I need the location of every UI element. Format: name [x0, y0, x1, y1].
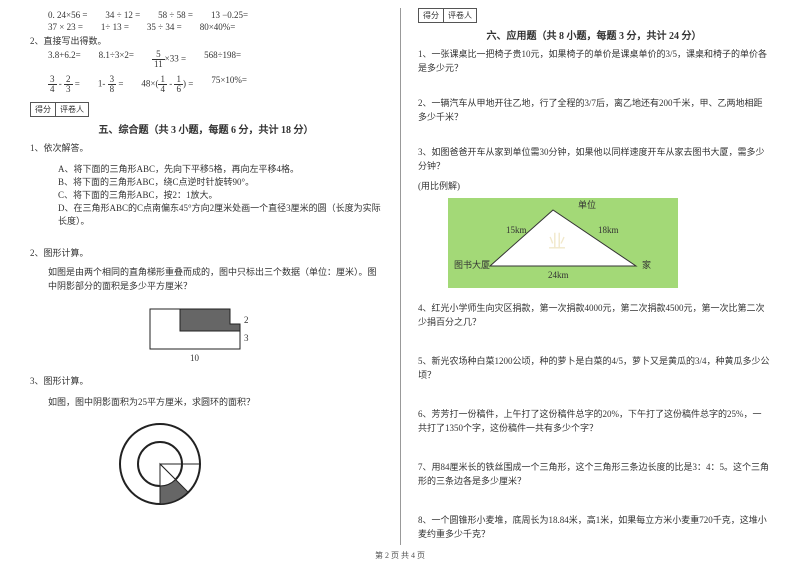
section-6-title: 六、应用题（共 8 小题，每题 3 分，共计 24 分） — [418, 27, 770, 42]
expr: 0. 24×56 = — [48, 10, 87, 20]
expr: 8.1÷3×2= — [99, 50, 134, 69]
q5-1: 1、依次解答。 — [30, 142, 382, 156]
arith-row-3: 3.8+6.2= 8.1÷3×2= 511×33 = 568÷198= — [30, 50, 382, 69]
q5-1b: B、将下面的三角形ABC，绕C点逆时针旋转90°。 — [30, 175, 382, 188]
score-box: 得分 评卷人 — [418, 8, 477, 23]
expr-frac: 511×33 = — [152, 50, 186, 69]
fraction: 511 — [152, 50, 165, 69]
fig-label-10: 10 — [190, 353, 200, 363]
fig-label-2: 2 — [244, 315, 249, 325]
q6-8: 8、一个圆锥形小麦堆，底周长为18.84米，高1米，如果每立方米小麦重720千克… — [418, 514, 770, 541]
q6-4: 4、红光小学师生向灾区捐款，第一次捐款4000元，第二次捐款4500元，第一次比… — [418, 302, 770, 329]
tri-bottom: 24km — [548, 270, 569, 280]
q5-2-text: 如图是由两个相同的直角梯形重叠而成的，图中只标出三个数据（单位：厘米）。图中阴影… — [30, 266, 382, 293]
tri-br: 家 — [642, 259, 651, 270]
expr: 34 ÷ 12 = — [105, 10, 140, 20]
expr: 3.8+6.2= — [48, 50, 81, 69]
score-box: 得分 评卷人 — [30, 102, 89, 117]
grader-label: 评卷人 — [444, 9, 476, 22]
tri-bl: 图书大厦 — [454, 259, 490, 270]
expr-frac: 1- 38 = — [98, 75, 124, 94]
arith-row-2: 37 × 23 = 1÷ 13 = 35 ÷ 34 = 80×40%= — [30, 22, 382, 32]
q6-2: 2、一辆汽车从甲地开往乙地，行了全程的3/7后，离乙地还有200千米，甲、乙两地… — [418, 97, 770, 124]
q5-2: 2、图形计算。 — [30, 247, 382, 261]
tri-top: 单位 — [578, 199, 596, 210]
triangle-svg: 单位 15km 18km 图书大厦 家 24km 业 — [448, 198, 678, 288]
expr: 75×10%= — [211, 75, 247, 94]
q6-7: 7、用84厘米长的铁丝围成一个三角形，这个三角形三条边长度的比是3：4：5。这个… — [418, 461, 770, 488]
expr: 568÷198= — [204, 50, 241, 69]
expr: 80×40%= — [200, 22, 236, 32]
q5-1a: A、将下面的三角形ABC，先向下平移5格，再向左平移4格。 — [30, 162, 382, 175]
triangle-figure: 单位 15km 18km 图书大厦 家 24km 业 — [448, 198, 770, 288]
fig-label-3: 3 — [244, 333, 249, 343]
q6-5: 5、新光农场种白菜1200公顷，种的萝卜是白菜的4/5，萝卜又是黄瓜的3/4，种… — [418, 355, 770, 382]
q6-3: 3、如图爸爸开车从家到单位需30分钟，如果他以同样速度开车从家去图书大厦，需多少… — [418, 146, 770, 173]
q5-3: 3、图形计算。 — [30, 375, 382, 389]
tri-right: 18km — [598, 225, 619, 235]
page-footer: 第 2 页 共 4 页 — [0, 550, 800, 561]
trapezoid-figure: 10 3 2 — [130, 299, 382, 369]
grader-label: 评卷人 — [56, 103, 88, 116]
q5-1d: D、在三角形ABC的C点南偏东45°方向2厘米处画一个直径3厘米的圆（长度为实际… — [30, 201, 382, 227]
q6-3-sub: (用比例解) — [418, 179, 770, 192]
expr: 35 ÷ 34 = — [147, 22, 182, 32]
arith-row-4: 34 - 23 = 1- 38 = 48×(14 - 16) = 75×10%= — [30, 75, 382, 94]
instruction-2: 2、直接写出得数。 — [30, 34, 382, 48]
expr: 58 ÷ 58 = — [158, 10, 193, 20]
expr: 13 −0.25= — [211, 10, 248, 20]
arith-row-1: 0. 24×56 = 34 ÷ 12 = 58 ÷ 58 = 13 −0.25= — [30, 10, 382, 20]
expr: 37 × 23 = — [48, 22, 83, 32]
ring-svg — [110, 414, 210, 514]
q5-1c: C、将下面的三角形ABC，按2：1放大。 — [30, 188, 382, 201]
expr-frac: 48×(14 - 16) = — [141, 75, 193, 94]
tri-left: 15km — [506, 225, 527, 235]
q5-3-text: 如图，图中阴影面积为25平方厘米，求圆环的面积？ — [30, 395, 382, 408]
right-column: 得分 评卷人 六、应用题（共 8 小题，每题 3 分，共计 24 分） 1、一张… — [400, 0, 800, 565]
expr-frac: 34 - 23 = — [48, 75, 80, 94]
watermark-icon: 业 — [548, 232, 566, 252]
score-label: 得分 — [31, 103, 56, 116]
ring-figure — [110, 414, 382, 514]
score-label: 得分 — [419, 9, 444, 22]
section-5-title: 五、综合题（共 3 小题，每题 6 分，共计 18 分） — [30, 121, 382, 136]
left-column: 0. 24×56 = 34 ÷ 12 = 58 ÷ 58 = 13 −0.25=… — [0, 0, 400, 565]
q6-6: 6、芳芳打一份稿件，上午打了这份稿件总字的20%，下午打了这份稿件总字的25%，… — [418, 408, 770, 435]
trapezoid-svg: 10 3 2 — [130, 299, 260, 369]
expr: 1÷ 13 = — [101, 22, 129, 32]
q6-1: 1、一张课桌比一把椅子贵10元，如果椅子的单价是课桌单价的3/5，课桌和椅子的单… — [418, 48, 770, 75]
